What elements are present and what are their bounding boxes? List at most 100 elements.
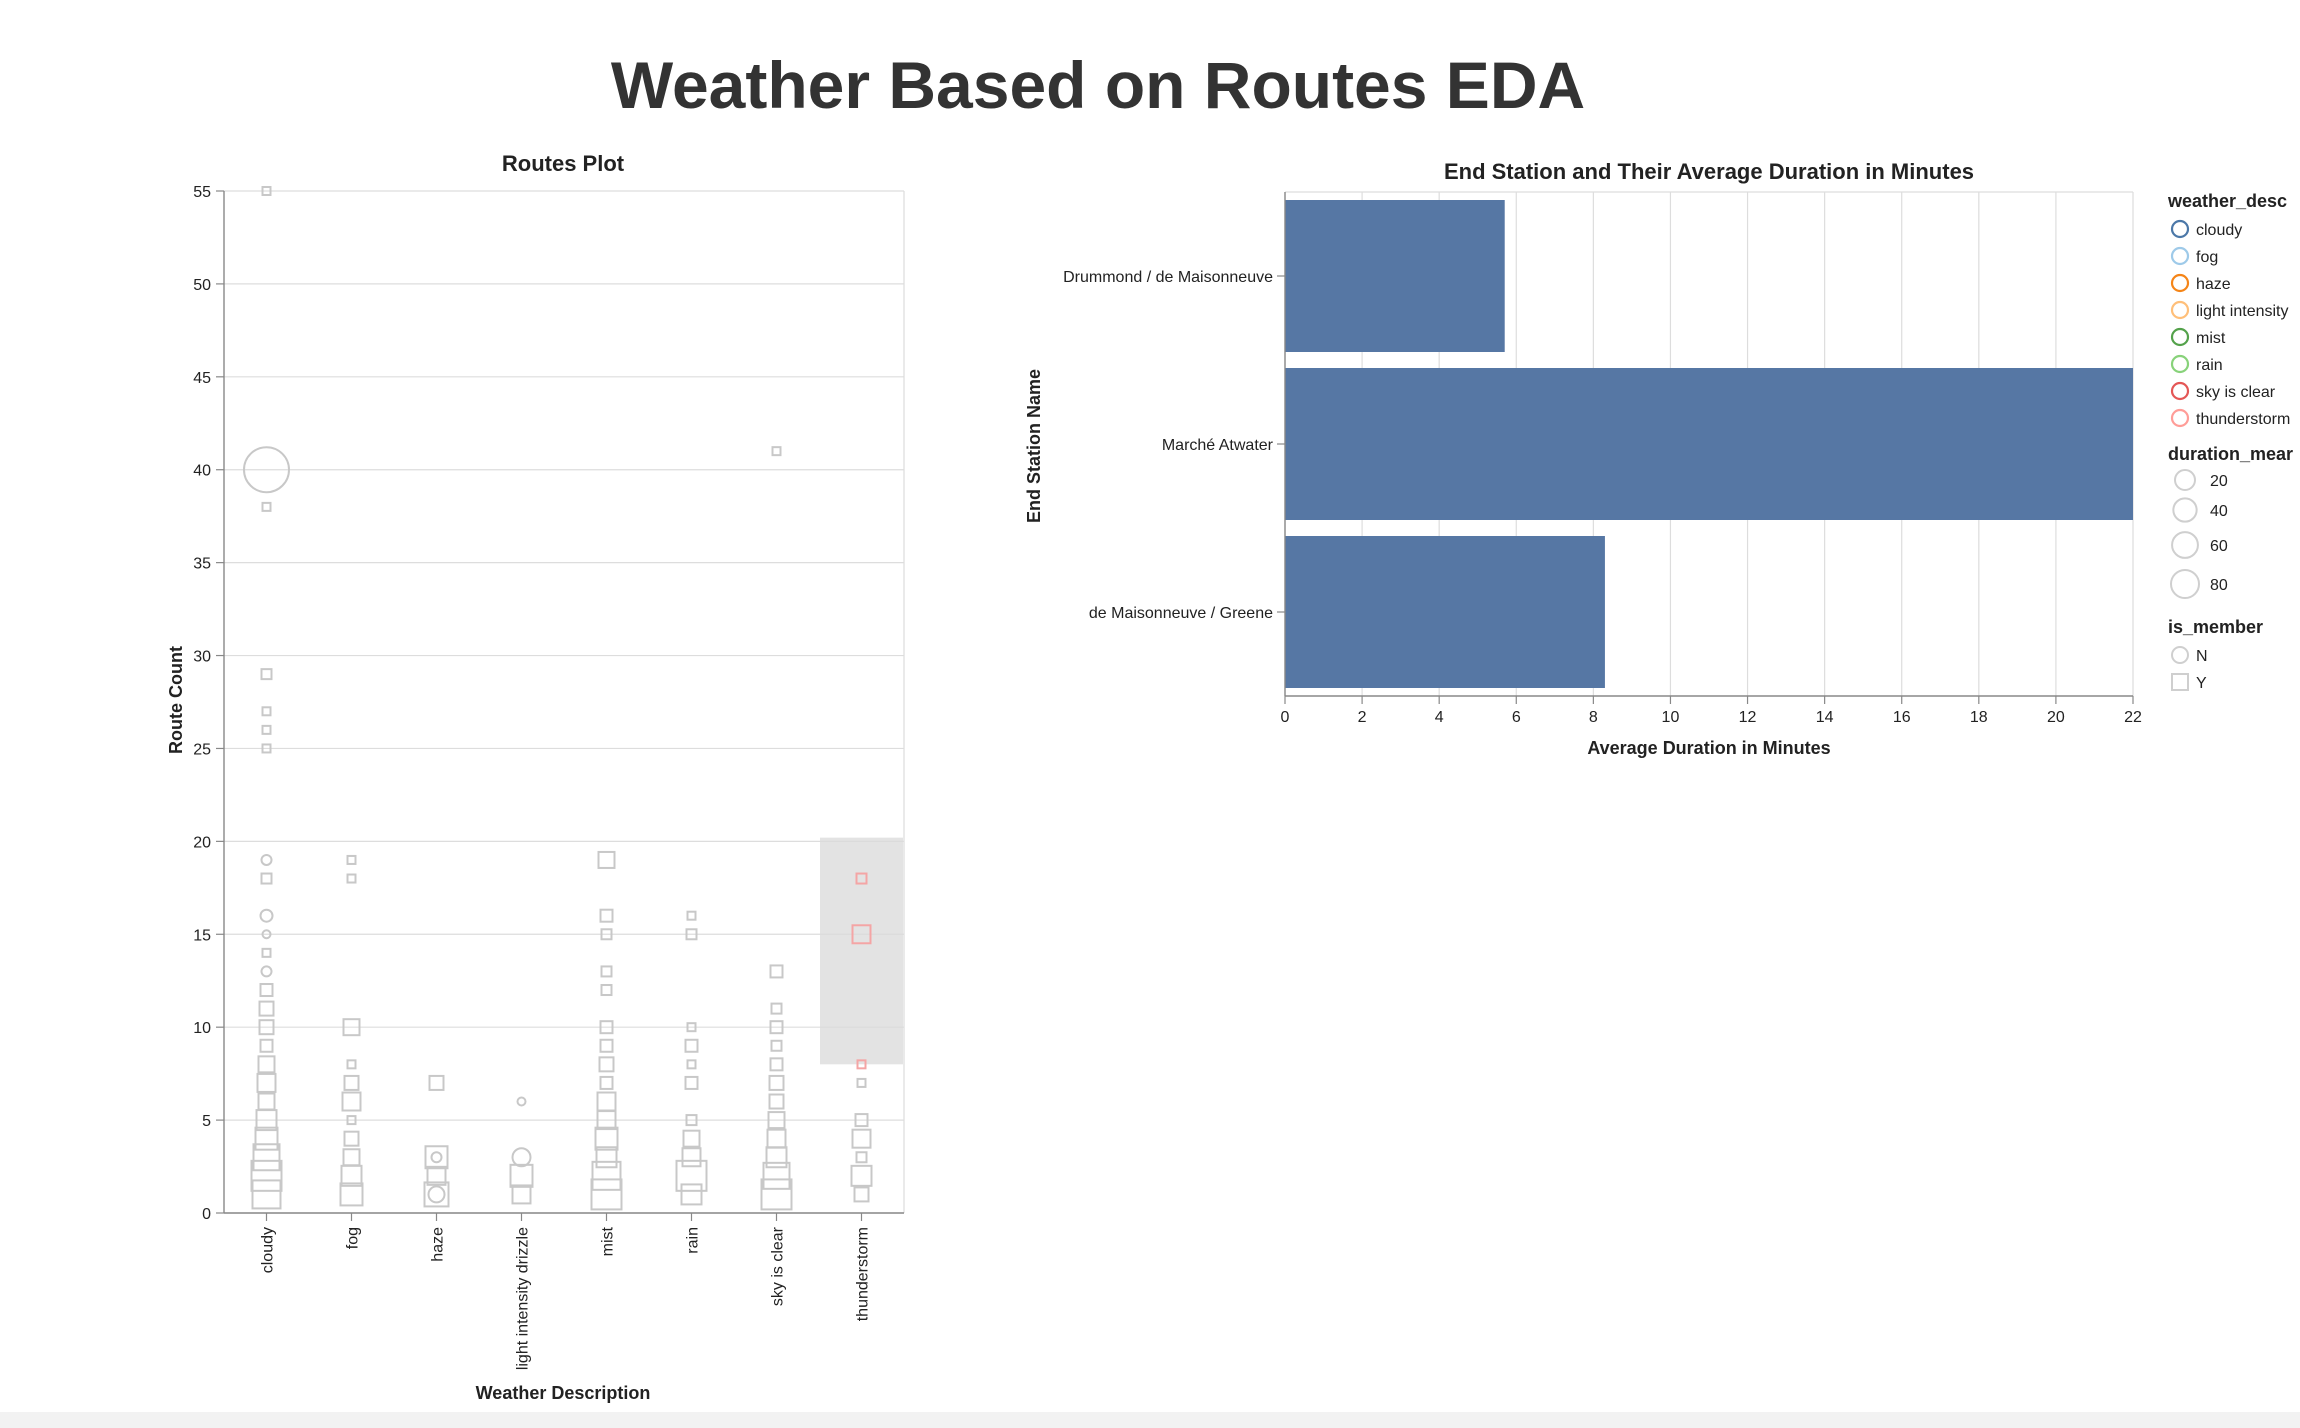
point-mist-4[interactable] [594, 1126, 619, 1151]
point-sky-is-clear-5[interactable] [767, 1111, 786, 1130]
point-fog-2[interactable] [340, 1164, 363, 1187]
point-mist-8[interactable] [598, 1056, 615, 1073]
point-thunderstorm-15[interactable] [851, 924, 872, 945]
point-fog-6[interactable] [341, 1091, 362, 1112]
routes-plot-points[interactable] [243, 186, 873, 1211]
point-sky-is-clear-9[interactable] [770, 1039, 783, 1052]
point-sky-is-clear-13[interactable] [769, 964, 784, 979]
point-cloudy-40[interactable] [243, 446, 290, 494]
point-rain-7[interactable] [684, 1075, 699, 1090]
legend-symbol-fog[interactable] [2170, 246, 2190, 266]
point-cloudy-14[interactable] [261, 947, 272, 958]
point-cloudy-10[interactable] [258, 1019, 275, 1036]
point-cloudy-7[interactable] [256, 1072, 277, 1093]
point-mist-9[interactable] [599, 1038, 614, 1053]
bar-de-maisonneuve-greene[interactable] [1285, 536, 1605, 688]
point-thunderstorm-4[interactable] [851, 1128, 872, 1149]
point-sky-is-clear-4[interactable] [766, 1128, 787, 1149]
point-haze-1[interactable] [423, 1181, 450, 1208]
point-cloudy-19[interactable] [260, 853, 273, 866]
legend-symbol-light-intensity[interactable] [2170, 300, 2190, 320]
bar-chart-bars[interactable] [1285, 200, 2133, 688]
point-rain-4[interactable] [682, 1129, 701, 1148]
point-mist-19[interactable] [597, 850, 616, 869]
point-haze-1[interactable] [427, 1185, 446, 1204]
point-cloudy-4[interactable] [254, 1126, 279, 1151]
point-haze-2[interactable] [426, 1165, 447, 1186]
point-mist-1[interactable] [590, 1178, 623, 1211]
point-rain-3[interactable] [681, 1147, 702, 1168]
point-fog-4[interactable] [343, 1130, 360, 1147]
point-cloudy-38[interactable] [261, 501, 272, 512]
point-sky-is-clear-10[interactable] [769, 1020, 784, 1035]
point-mist-10[interactable] [599, 1020, 614, 1035]
point-mist-15[interactable] [600, 928, 613, 941]
point-light-intensity-drizzle-3[interactable] [511, 1147, 532, 1168]
routes-plot[interactable]: Routes Plot 0 5 10 15 20 25 30 35 40 45 50 55 cloudy… [166, 151, 905, 1403]
point-fog-8[interactable] [346, 1059, 357, 1070]
point-rain-2[interactable] [675, 1159, 708, 1192]
point-cloudy-5[interactable] [255, 1109, 278, 1132]
routes-plot-selection-layer[interactable] [820, 837, 903, 1065]
point-light-intensity-drizzle-1[interactable] [511, 1184, 532, 1205]
point-cloudy-55[interactable] [261, 186, 272, 196]
point-cloudy-13[interactable] [260, 965, 273, 978]
point-rain-1[interactable] [680, 1183, 703, 1206]
bar-march-atwater[interactable] [1285, 368, 2133, 520]
legend-label-cloudy[interactable]: cloudy [2196, 222, 2242, 239]
legend-symbol-rain[interactable] [2170, 354, 2190, 374]
brush-selection[interactable] [820, 837, 903, 1065]
point-cloudy-1[interactable] [251, 1179, 282, 1210]
point-cloudy-15[interactable] [261, 929, 272, 940]
point-sky-is-clear-2[interactable] [762, 1161, 791, 1190]
point-cloudy-9[interactable] [259, 1038, 274, 1053]
legend-label-mist[interactable]: mist [2196, 330, 2226, 347]
point-thunderstorm-5[interactable] [854, 1113, 869, 1128]
legend-label-rain[interactable]: rain [2196, 357, 2223, 374]
point-fog-7[interactable] [343, 1074, 360, 1091]
point-sky-is-clear-41[interactable] [771, 446, 782, 457]
point-mist-16[interactable] [599, 908, 614, 923]
point-sky-is-clear-11[interactable] [770, 1002, 783, 1015]
point-mist-7[interactable] [599, 1075, 614, 1090]
point-thunderstorm-8[interactable] [856, 1059, 867, 1070]
point-cloudy-29[interactable] [260, 668, 273, 681]
legend-symbol-cloudy[interactable] [2170, 219, 2190, 239]
legend-label-fog[interactable]: fog [2196, 249, 2218, 266]
point-cloudy-3[interactable] [252, 1143, 281, 1172]
point-thunderstorm-1[interactable] [853, 1186, 870, 1203]
point-sky-is-clear-8[interactable] [769, 1057, 784, 1072]
weather-legend-items[interactable]: cloudy fog haze light intensity mist rain sky … [2170, 219, 2290, 428]
legend-symbol-thunderstorm[interactable] [2170, 408, 2190, 428]
point-cloudy-16[interactable] [259, 908, 274, 923]
point-sky-is-clear-7[interactable] [768, 1074, 785, 1091]
point-fog-18[interactable] [346, 873, 357, 884]
end-station-bar-chart[interactable]: End Station and Their Average Duration i… [1024, 159, 2142, 758]
legend-label-light-intensity[interactable]: light intensity [2196, 303, 2289, 320]
point-cloudy-26[interactable] [261, 724, 272, 735]
point-rain-8[interactable] [686, 1059, 697, 1070]
point-cloudy-27[interactable] [261, 706, 272, 717]
legend-symbol-haze[interactable] [2170, 273, 2190, 293]
point-mist-2[interactable] [591, 1160, 622, 1191]
point-rain-10[interactable] [686, 1022, 697, 1033]
point-mist-5[interactable] [596, 1110, 617, 1131]
point-thunderstorm-7[interactable] [856, 1077, 867, 1088]
point-cloudy-25[interactable] [261, 743, 272, 754]
point-sky-is-clear-3[interactable] [765, 1146, 788, 1169]
point-rain-9[interactable] [684, 1038, 699, 1053]
point-cloudy-8[interactable] [257, 1055, 276, 1074]
point-cloudy-2[interactable] [250, 1159, 283, 1192]
point-rain-15[interactable] [685, 928, 698, 941]
point-cloudy-12[interactable] [259, 983, 274, 998]
point-thunderstorm-2[interactable] [850, 1164, 873, 1187]
point-mist-13[interactable] [600, 965, 613, 978]
point-mist-3[interactable] [595, 1146, 618, 1169]
bar-drummond-de-maisonneuve[interactable] [1285, 200, 1505, 352]
legend-label-sky-is-clear[interactable]: sky is clear [2196, 384, 2276, 401]
point-rain-5[interactable] [685, 1114, 698, 1127]
point-haze-3[interactable] [430, 1151, 443, 1164]
point-haze-7[interactable] [428, 1074, 445, 1091]
legend-label-haze[interactable]: haze [2196, 276, 2231, 293]
legend-symbol-sky-is-clear[interactable] [2170, 381, 2190, 401]
